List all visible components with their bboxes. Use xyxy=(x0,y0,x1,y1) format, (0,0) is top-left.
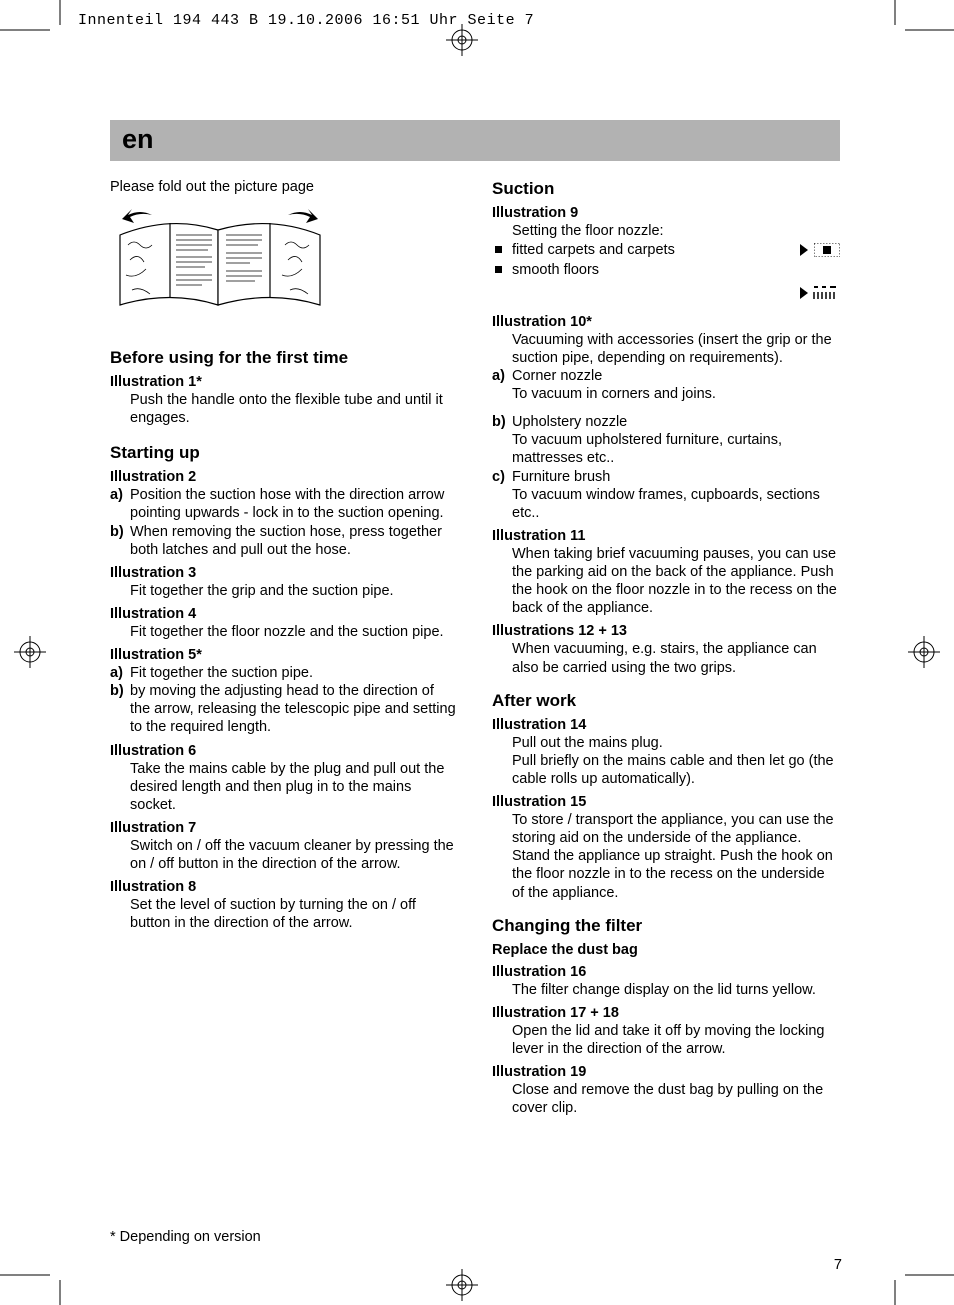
left-column: Please fold out the picture page xyxy=(110,179,458,1117)
illustration-14-text-1: Pull out the mains plug. xyxy=(492,734,840,752)
illustration-2-a: a)Position the suction hose with the dir… xyxy=(110,486,458,522)
illustration-17-18-heading: Illustration 17 + 18 xyxy=(492,1005,840,1021)
illustration-5-heading: Illustration 5* xyxy=(110,647,458,663)
illustration-10-c: c)Furniture brush xyxy=(492,468,840,486)
illustration-3-text: Fit together the grip and the suction pi… xyxy=(110,582,458,600)
section-before-first-use: Before using for the first time xyxy=(110,348,458,368)
illustration-6-heading: Illustration 6 xyxy=(110,743,458,759)
illustration-9-text: Setting the floor nozzle: xyxy=(492,222,840,240)
carpet-symbol xyxy=(800,243,840,257)
illustration-10-c-text: To vacuum window frames, cupboards, sect… xyxy=(492,486,840,522)
illustration-6-text: Take the mains cable by the plug and pul… xyxy=(110,760,458,814)
language-bar: en xyxy=(110,120,840,161)
illustration-11-heading: Illustration 11 xyxy=(492,528,840,544)
illustration-8-heading: Illustration 8 xyxy=(110,879,458,895)
print-header: Innenteil 194 443 B 19.10.2006 16:51 Uhr… xyxy=(78,12,534,29)
intro-text: Please fold out the picture page xyxy=(110,179,458,195)
illustration-10-text: Vacuuming with accessories (insert the g… xyxy=(492,331,840,367)
illustration-17-18-text: Open the lid and take it off by moving t… xyxy=(492,1022,840,1058)
section-starting-up: Starting up xyxy=(110,443,458,463)
illustration-8-text: Set the level of suction by turning the … xyxy=(110,896,458,932)
illustration-12-13-text: When vacuuming, e.g. stairs, the applian… xyxy=(492,640,840,676)
section-suction: Suction xyxy=(492,179,840,199)
illustration-10-b-text: To vacuum upholstered furniture, curtain… xyxy=(492,431,840,467)
section-after-work: After work xyxy=(492,691,840,711)
illustration-12-13-heading: Illustrations 12 + 13 xyxy=(492,623,840,639)
illustration-7-text: Switch on / off the vacuum cleaner by pr… xyxy=(110,837,458,873)
footnote: * Depending on version xyxy=(110,1229,261,1245)
bullet-square-icon xyxy=(495,266,502,273)
illustration-9-heading: Illustration 9 xyxy=(492,205,840,221)
illustration-1-heading: Illustration 1* xyxy=(110,374,458,390)
illustration-11-text: When taking brief vacuuming pauses, you … xyxy=(492,545,840,618)
illustration-15-text: To store / transport the appliance, you … xyxy=(492,811,840,902)
illustration-16-heading: Illustration 16 xyxy=(492,964,840,980)
replace-dust-bag-subheading: Replace the dust bag xyxy=(492,942,840,958)
illustration-4-heading: Illustration 4 xyxy=(110,606,458,622)
illustration-7-heading: Illustration 7 xyxy=(110,820,458,836)
page-content: en Please fold out the picture page xyxy=(110,120,840,1117)
illustration-19-text: Close and remove the dust bag by pulling… xyxy=(492,1081,840,1117)
illustration-5-a: a)Fit together the suction pipe. xyxy=(110,664,458,682)
illustration-2-heading: Illustration 2 xyxy=(110,469,458,485)
illustration-3-heading: Illustration 3 xyxy=(110,565,458,581)
illustration-14-text-2: Pull briefly on the mains cable and then… xyxy=(492,752,840,788)
illustration-5-b: b)by moving the adjusting head to the di… xyxy=(110,682,458,736)
illustration-10-b: b)Upholstery nozzle xyxy=(492,413,840,431)
illustration-19-heading: Illustration 19 xyxy=(492,1064,840,1080)
illustration-4-text: Fit together the floor nozzle and the su… xyxy=(110,623,458,641)
illustration-16-text: The filter change display on the lid tur… xyxy=(492,981,840,999)
foldout-book-icon xyxy=(110,205,330,315)
bullet-square-icon xyxy=(495,246,502,253)
section-changing-filter: Changing the filter xyxy=(492,916,840,936)
right-column: Suction Illustration 9 Setting the floor… xyxy=(492,179,840,1117)
nozzle-carpet-row: fitted carpets and carpets xyxy=(492,240,840,260)
illustration-14-heading: Illustration 14 xyxy=(492,717,840,733)
illustration-10-a-text: To vacuum in corners and joins. xyxy=(492,385,840,403)
illustration-1-text: Push the handle onto the flexible tube a… xyxy=(110,391,458,427)
illustration-15-heading: Illustration 15 xyxy=(492,794,840,810)
illustration-2-b: b)When removing the suction hose, press … xyxy=(110,523,458,559)
illustration-10-a: a)Corner nozzle xyxy=(492,367,840,385)
smooth-floor-symbol xyxy=(800,286,838,303)
illustration-10-heading: Illustration 10* xyxy=(492,314,840,330)
nozzle-smooth-row: smooth floors xyxy=(492,260,840,280)
page-number: 7 xyxy=(834,1257,842,1273)
